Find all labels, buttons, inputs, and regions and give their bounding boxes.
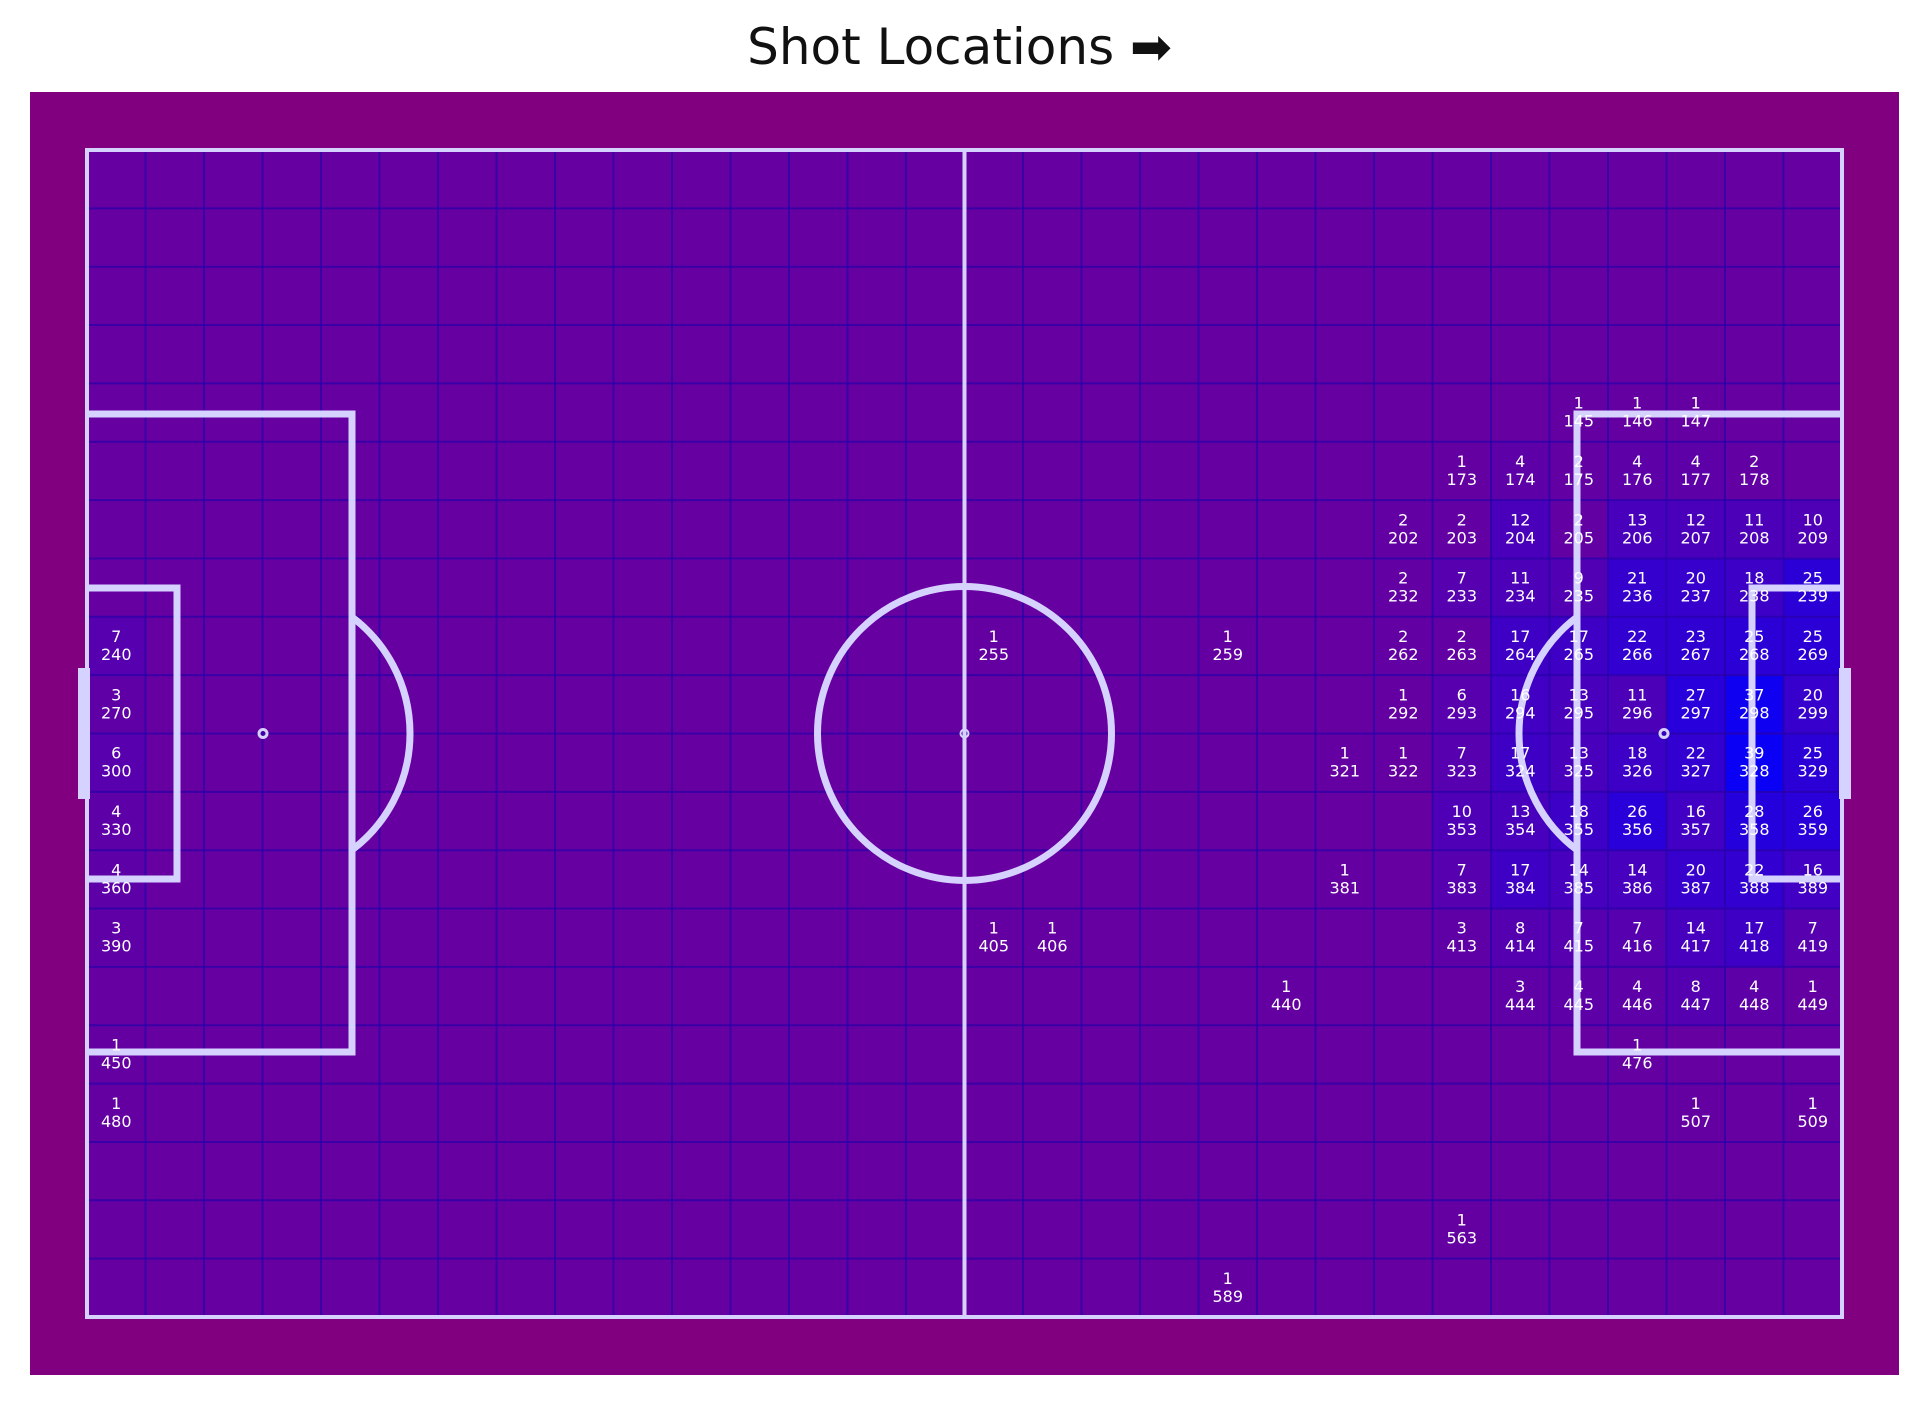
- pitch-heatmap: 1 1451 1461 1471 1734 1742 1754 1764 1772 1782 202…: [0, 0, 1919, 1401]
